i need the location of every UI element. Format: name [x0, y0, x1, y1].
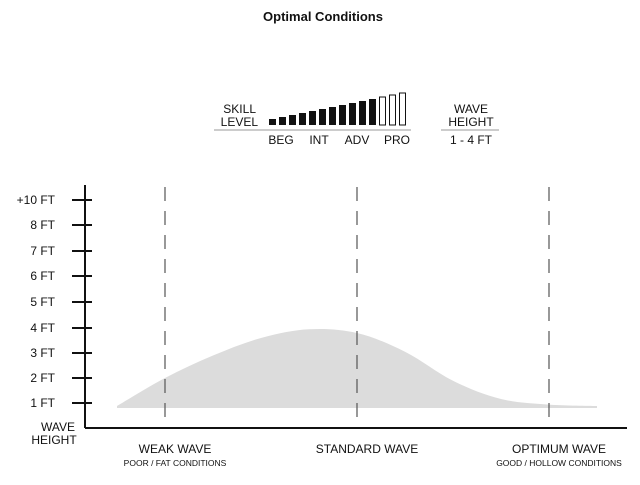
category-sublabel: GOOD / HOLLOW CONDITIONS: [496, 458, 622, 468]
skill-bar: [359, 101, 366, 125]
skill-bars: [269, 92, 406, 126]
category-dividers: [164, 187, 550, 426]
category-label: WEAK WAVE: [139, 442, 212, 456]
category-sublabel: POOR / FAT CONDITIONS: [124, 458, 227, 468]
skill-bar: [289, 115, 296, 125]
category-label: OPTIMUM WAVE: [512, 442, 606, 456]
y-axis-label-line2: HEIGHT: [31, 433, 77, 447]
y-tick-label: 2 FT: [30, 371, 55, 385]
skill-bar: [279, 117, 286, 125]
skill-bar: [319, 109, 326, 125]
skill-bar: [329, 107, 336, 125]
y-axis-label-line1: WAVE: [41, 420, 75, 434]
skill-bar: [349, 103, 356, 125]
wave-height-label-line1: WAVE: [454, 102, 488, 116]
chart-title: Optimal Conditions: [263, 9, 383, 24]
skill-bar: [379, 96, 386, 126]
skill-label-line2: LEVEL: [221, 115, 259, 129]
skill-bar: [399, 92, 406, 126]
wave-height-label-line2: HEIGHT: [448, 115, 494, 129]
y-tick-label: 4 FT: [30, 321, 55, 335]
y-tick-label: +10 FT: [17, 193, 56, 207]
skill-level-label: ADV: [345, 133, 370, 147]
skill-level-label: PRO: [384, 133, 410, 147]
skill-bar: [369, 99, 376, 125]
y-tick-label: 5 FT: [30, 295, 55, 309]
skill-bar: [299, 113, 306, 125]
skill-level-legend: SKILL LEVEL BEG INT ADV PRO: [214, 92, 411, 147]
skill-bar: [269, 119, 276, 125]
x-category-labels: WEAK WAVE POOR / FAT CONDITIONS STANDARD W…: [124, 442, 622, 468]
y-tick-label: 7 FT: [30, 244, 55, 258]
wave-height-range: 1 - 4 FT: [450, 133, 493, 147]
y-tick-label: 3 FT: [30, 346, 55, 360]
skill-label-line1: SKILL: [223, 102, 256, 116]
skill-level-label: INT: [309, 133, 329, 147]
skill-level-labels: BEG INT ADV PRO: [268, 133, 410, 147]
wave-height-legend: WAVE HEIGHT 1 - 4 FT: [441, 102, 499, 147]
skill-bar: [309, 111, 316, 125]
y-tick-label: 8 FT: [30, 218, 55, 232]
y-tick-label: 1 FT: [30, 396, 55, 410]
skill-bar: [339, 105, 346, 125]
y-ticks: 1 FT 2 FT 3 FT 4 FT 5 FT 6 FT 7 FT 8 FT +10 FT: [17, 193, 92, 410]
y-tick-label: 6 FT: [30, 269, 55, 283]
skill-level-label: BEG: [268, 133, 293, 147]
category-label: STANDARD WAVE: [316, 442, 418, 456]
skill-bar: [389, 94, 396, 126]
